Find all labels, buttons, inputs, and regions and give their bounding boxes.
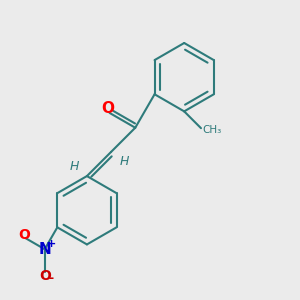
Text: O: O [101, 100, 115, 116]
Text: N: N [38, 242, 51, 257]
Text: H: H [119, 155, 129, 168]
Text: O: O [18, 227, 30, 242]
Text: +: + [46, 239, 56, 249]
Text: -: - [48, 272, 53, 285]
Text: CH₃: CH₃ [202, 125, 222, 135]
Text: H: H [69, 160, 79, 173]
Text: O: O [39, 269, 51, 283]
